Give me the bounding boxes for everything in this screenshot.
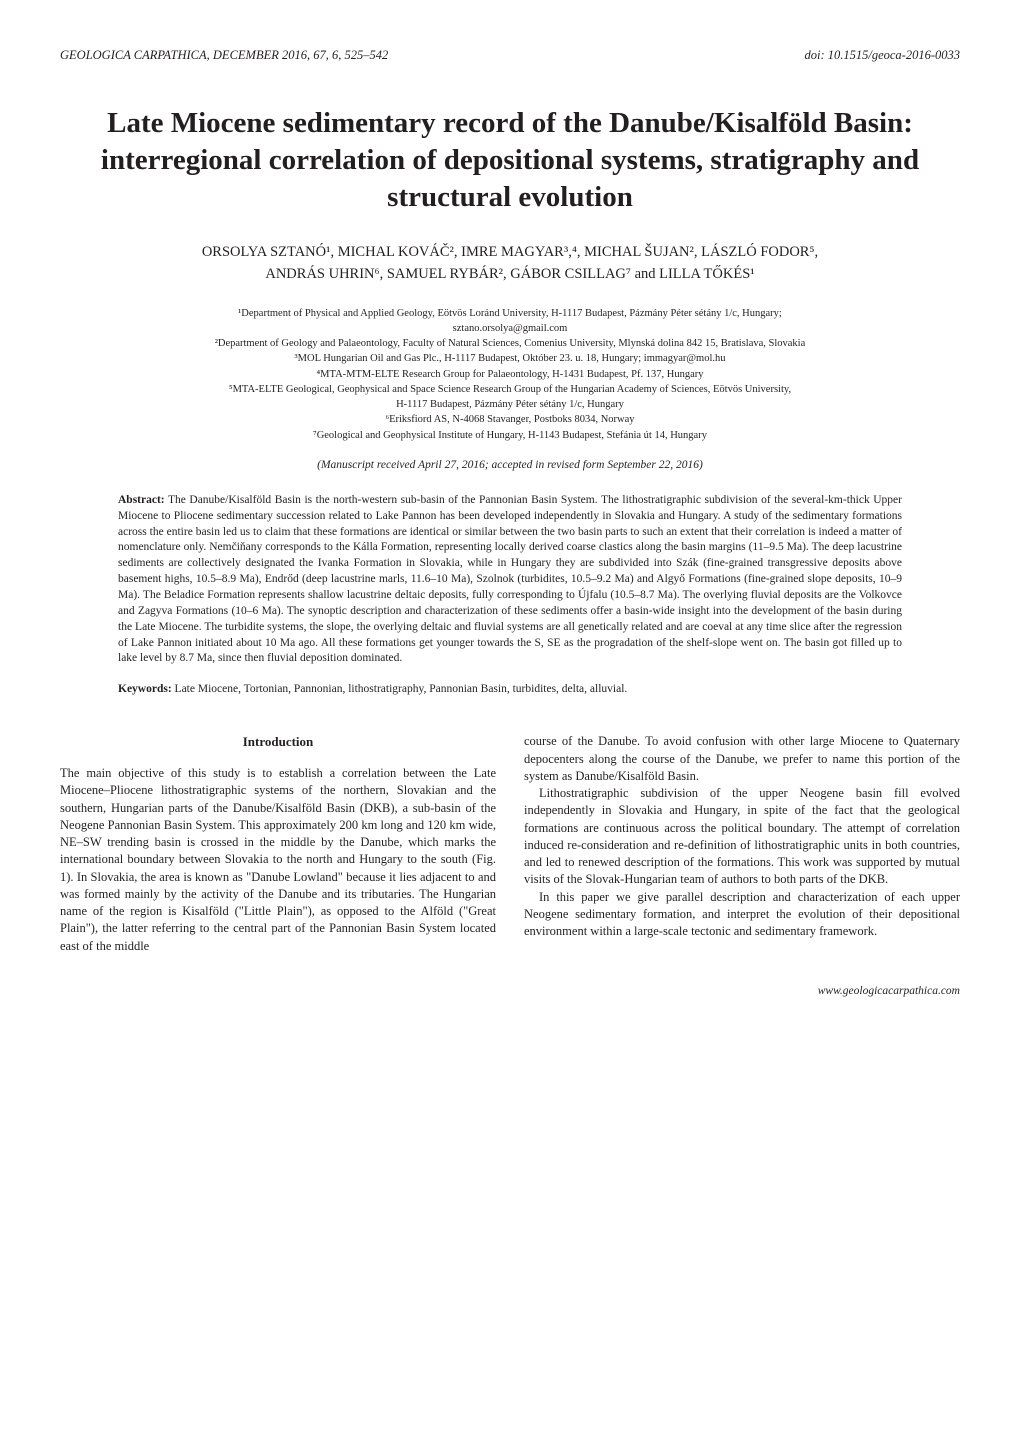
affiliation-3: ³MOL Hungarian Oil and Gas Plc., H-1117 … xyxy=(60,351,960,366)
citation-rest: , DECEMBER 2016, 67, 6, 525–542 xyxy=(207,48,389,62)
footer-url: www.geologicacarpathica.com xyxy=(60,985,960,997)
authors-block: ORSOLYA SZTANÓ¹, MICHAL KOVÁČ², IMRE MAG… xyxy=(60,242,960,286)
article-title: Late Miocene sedimentary record of the D… xyxy=(60,105,960,216)
introduction-heading: Introduction xyxy=(60,733,496,751)
affiliation-2: ²Department of Geology and Palaeontology… xyxy=(60,336,960,351)
intro-paragraph-1-cont: course of the Danube. To avoid confusion… xyxy=(524,733,960,785)
authors-line-2: ANDRÁS UHRIN⁶, SAMUEL RYBÁR², GÁBOR CSIL… xyxy=(60,264,960,286)
affiliation-5b: H-1117 Budapest, Pázmány Péter sétány 1/… xyxy=(60,397,960,412)
authors-line-1: ORSOLYA SZTANÓ¹, MICHAL KOVÁČ², IMRE MAG… xyxy=(60,242,960,264)
journal-citation: GEOLOGICA CARPATHICA, DECEMBER 2016, 67,… xyxy=(60,48,388,63)
left-column: Introduction The main objective of this … xyxy=(60,733,496,955)
keywords-label: Keywords: xyxy=(118,683,172,695)
journal-name: GEOLOGICA CARPATHICA xyxy=(60,48,207,62)
abstract-block: Abstract: The Danube/Kisalföld Basin is … xyxy=(118,493,902,667)
running-header: GEOLOGICA CARPATHICA, DECEMBER 2016, 67,… xyxy=(60,48,960,63)
intro-paragraph-1: The main objective of this study is to e… xyxy=(60,765,496,955)
intro-paragraph-2: Lithostratigraphic subdivision of the up… xyxy=(524,785,960,889)
affiliation-email: sztano.orsolya@gmail.com xyxy=(60,321,960,336)
affiliation-1: ¹Department of Physical and Applied Geol… xyxy=(60,306,960,321)
keywords-block: Keywords: Late Miocene, Tortonian, Panno… xyxy=(118,683,902,695)
affiliation-4: ⁴MTA-MTM-ELTE Research Group for Palaeon… xyxy=(60,367,960,382)
affiliation-7: ⁷Geological and Geophysical Institute of… xyxy=(60,428,960,443)
two-column-body: Introduction The main objective of this … xyxy=(60,733,960,955)
abstract-text: The Danube/Kisalföld Basin is the north-… xyxy=(118,494,902,665)
manuscript-dates: (Manuscript received April 27, 2016; acc… xyxy=(60,459,960,471)
affiliations-block: ¹Department of Physical and Applied Geol… xyxy=(60,306,960,443)
doi-text: doi: 10.1515/geoca-2016-0033 xyxy=(804,48,960,63)
right-column: course of the Danube. To avoid confusion… xyxy=(524,733,960,955)
abstract-label: Abstract: xyxy=(118,494,165,506)
affiliation-5a: ⁵MTA-ELTE Geological, Geophysical and Sp… xyxy=(60,382,960,397)
intro-paragraph-3: In this paper we give parallel descripti… xyxy=(524,889,960,941)
affiliation-6: ⁶Eriksfiord AS, N-4068 Stavanger, Postbo… xyxy=(60,412,960,427)
keywords-text: Late Miocene, Tortonian, Pannonian, lith… xyxy=(172,683,628,695)
